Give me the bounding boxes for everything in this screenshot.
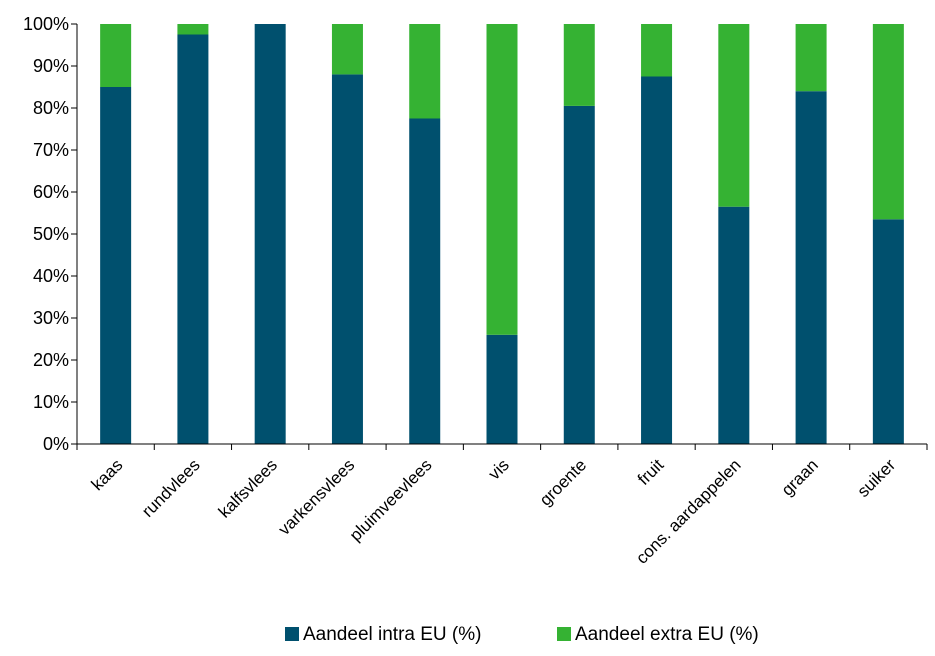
- bar-extra-2: [177, 24, 209, 35]
- bar-extra-7: [563, 24, 595, 106]
- y-tick-label: 60%: [33, 182, 69, 202]
- category-label: groente: [536, 455, 590, 509]
- bar-extra-5: [409, 24, 441, 119]
- bar-extra-6: [486, 24, 518, 335]
- y-ticks-layer: 0% 10% 20% 30% 40% 50% 60% 70% 80% 90% 100%: [23, 14, 928, 454]
- bar-intra-9: [718, 206, 750, 444]
- y-tick-label: 80%: [33, 98, 69, 118]
- bars-layer: [100, 24, 904, 445]
- y-tick-label: 90%: [33, 56, 69, 76]
- legend-swatch-intra: [285, 627, 299, 641]
- category-label: fruit: [634, 455, 668, 489]
- bar-intra-4: [331, 74, 363, 445]
- bar-intra-10: [795, 91, 827, 444]
- legend: Aandeel intra EU (%) Aandeel extra EU (%…: [285, 624, 759, 645]
- bar-extra-4: [331, 24, 363, 75]
- category-label: suiker: [854, 455, 900, 501]
- bar-intra-2: [177, 34, 209, 444]
- bar-intra-8: [641, 76, 673, 444]
- bar-intra-5: [409, 118, 441, 444]
- category-label: kalfsvlees: [215, 455, 281, 521]
- bar-extra-9: [718, 24, 750, 207]
- legend-label-extra: Aandeel extra EU (%): [575, 624, 759, 645]
- y-tick-label: 30%: [33, 308, 69, 328]
- bar-extra-1: [100, 24, 132, 87]
- bar-intra-3: [254, 24, 286, 444]
- bar-intra-7: [563, 105, 595, 445]
- category-label: rundvlees: [138, 455, 204, 521]
- category-label: kaas: [88, 455, 127, 494]
- bar-extra-8: [641, 24, 673, 77]
- bar-intra-6: [486, 334, 518, 444]
- y-tick-label: 50%: [33, 224, 69, 244]
- y-tick-label: 40%: [33, 266, 69, 286]
- y-tick-label: 0%: [43, 434, 69, 454]
- y-tick-label: 70%: [33, 140, 69, 160]
- category-label: varkensvlees: [275, 455, 359, 539]
- bar-extra-11: [872, 24, 904, 220]
- bar-intra-1: [100, 87, 132, 444]
- y-tick-label: 100%: [23, 14, 69, 34]
- legend-swatch-extra: [557, 627, 571, 641]
- y-tick-label: 20%: [33, 350, 69, 370]
- legend-label-intra: Aandeel intra EU (%): [303, 624, 481, 645]
- category-label: vis: [485, 455, 513, 483]
- y-tick-label: 10%: [33, 392, 69, 412]
- category-label: graan: [778, 455, 822, 499]
- bar-intra-11: [872, 219, 904, 444]
- x-categories-layer: kaas rundvlees kalfsvleesvarkensvleespluim…: [88, 455, 900, 568]
- category-label: pluimveevlees: [346, 455, 436, 545]
- bar-extra-10: [795, 24, 827, 92]
